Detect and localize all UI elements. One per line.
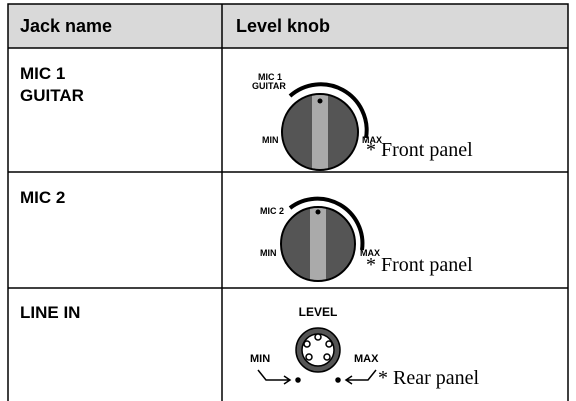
header-bg <box>8 4 568 48</box>
knob-min: MIN <box>250 353 270 365</box>
knob <box>281 82 369 171</box>
knob-label: MIC 2 <box>260 206 284 216</box>
jack-name: MIC 1 <box>20 64 65 83</box>
note: * Front panel <box>366 139 473 161</box>
grid-lines <box>7 3 569 401</box>
jack-name: LINE IN <box>20 303 80 322</box>
jack-name: GUITAR <box>20 86 84 105</box>
knob-label: GUITAR <box>252 81 286 91</box>
knob-min: MIN <box>262 135 279 145</box>
header-cell: Level knob <box>236 16 330 36</box>
jack-name: MIC 2 <box>20 188 65 207</box>
knob-max: MAX <box>360 248 380 258</box>
knob-label: LEVEL <box>299 305 338 319</box>
knob-max: MAX <box>354 353 379 365</box>
note: * Front panel <box>366 254 473 276</box>
header-cell: Jack name <box>20 16 112 36</box>
knob <box>257 327 377 385</box>
knob <box>280 196 365 282</box>
knob-min: MIN <box>260 248 277 258</box>
table: Jack name Level knob MIC 1 GUITAR MIC 2 … <box>7 3 569 401</box>
note: * Rear panel <box>378 367 480 389</box>
knob-label: MIC 1 <box>258 72 282 82</box>
knob-max: MAX <box>362 135 382 145</box>
